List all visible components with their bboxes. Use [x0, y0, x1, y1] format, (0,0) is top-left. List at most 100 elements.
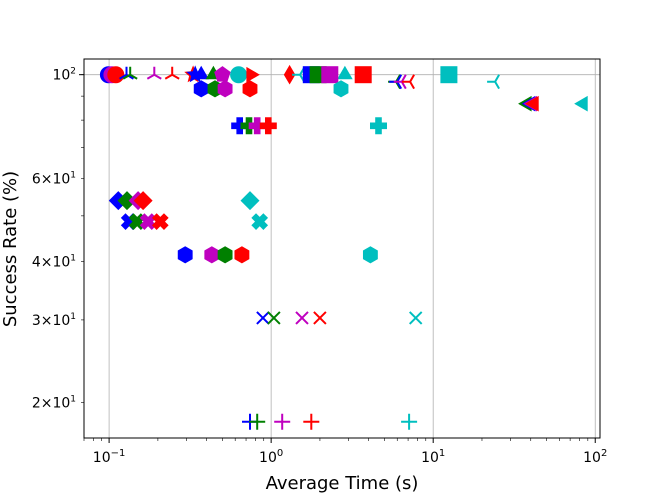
square-marker — [354, 66, 372, 84]
pentagon-marker — [214, 66, 231, 82]
data-point-+ — [401, 413, 418, 430]
data-point-2 — [146, 66, 162, 80]
data-point-^ — [193, 65, 209, 80]
plus-marker — [274, 413, 291, 430]
data-point-s — [354, 66, 372, 84]
data-point-+ — [249, 413, 266, 430]
triangle-up-marker — [337, 65, 353, 80]
data-point-h — [362, 246, 378, 264]
data-point-3 — [393, 74, 407, 90]
data-point-< — [525, 95, 539, 112]
tri-up-marker — [122, 66, 138, 80]
data-point-< — [574, 95, 588, 112]
data-point-P — [259, 117, 277, 135]
data-point-p — [214, 66, 231, 82]
triangle-right-marker — [246, 66, 260, 83]
ticks: 10−1 100 101 102 102 6×101 4×101 3×101 2×101 — [32, 67, 608, 466]
data-point-2 — [164, 66, 180, 80]
data-point-X — [139, 213, 157, 230]
tri-left-marker — [393, 74, 407, 90]
hexagon-marker — [217, 80, 233, 98]
hexagon-marker — [234, 246, 250, 264]
data-point-x — [313, 311, 327, 325]
data-point-x — [408, 311, 423, 325]
data-point-h — [204, 246, 220, 264]
data-point-+ — [303, 413, 320, 430]
data-point-h — [234, 246, 250, 264]
hexagon-marker — [333, 80, 349, 98]
data-point-> — [246, 66, 260, 83]
y-tick-label: 2×101 — [32, 394, 76, 411]
plus-filled-marker — [370, 117, 387, 135]
plus-marker — [249, 413, 266, 430]
data-point-D — [240, 191, 260, 211]
hexagon-marker — [362, 246, 378, 264]
data-point-D — [133, 191, 153, 211]
plus-marker — [401, 413, 418, 430]
tri-left-marker — [402, 74, 415, 90]
tri-up-marker — [164, 66, 180, 80]
data-point-h — [333, 80, 349, 98]
data-point-h — [193, 80, 209, 98]
hexagon-marker — [177, 246, 193, 264]
data-point-+ — [274, 413, 291, 430]
hexagon-marker — [193, 80, 209, 98]
x-tick-label: 100 — [259, 448, 283, 466]
hexagon-marker — [204, 246, 220, 264]
x-marker — [313, 311, 327, 325]
diamond-marker — [240, 191, 260, 211]
data-point-P — [370, 117, 387, 135]
data-point-D — [117, 191, 137, 211]
x-marker — [256, 311, 270, 325]
x-marker — [408, 311, 423, 325]
x-marker — [295, 311, 309, 325]
triangle-left-marker — [525, 95, 539, 112]
x-tick-label: 102 — [583, 448, 607, 466]
data-point-3 — [487, 74, 500, 90]
x-tick-label: 101 — [421, 448, 445, 466]
x-filled-marker — [251, 213, 269, 230]
data-point-h — [217, 80, 233, 98]
square-marker — [440, 66, 458, 84]
plus-filled-marker — [259, 117, 277, 135]
x-axis-label: Average Time (s) — [266, 473, 419, 493]
data-points — [99, 64, 588, 430]
thin-diamond-marker — [283, 64, 296, 85]
x-tick-label: 10−1 — [93, 448, 126, 466]
circle-marker — [107, 66, 125, 84]
x-filled-marker — [151, 213, 169, 230]
triangle-up-marker — [193, 65, 209, 80]
plot-background — [84, 59, 600, 438]
data-point-^ — [337, 65, 353, 80]
circle-marker — [230, 66, 248, 84]
data-point-X — [151, 213, 169, 230]
data-point-s — [440, 66, 458, 84]
plot-frame — [83, 58, 601, 439]
data-point-X — [251, 213, 269, 230]
data-point-s — [321, 66, 339, 84]
x-filled-marker — [139, 213, 157, 230]
data-point-3 — [402, 74, 415, 90]
y-tick-label: 102 — [52, 67, 76, 84]
data-point-h — [177, 246, 193, 264]
diamond-marker — [117, 191, 137, 211]
tri-left-marker — [487, 74, 500, 90]
triangle-left-marker — [574, 95, 588, 112]
y-tick-label: 4×101 — [32, 253, 76, 270]
data-point-o — [230, 66, 248, 84]
x-marker — [267, 311, 281, 325]
data-point-h — [217, 246, 233, 264]
y-tick-label: 3×101 — [32, 312, 76, 329]
data-point-x — [295, 311, 309, 325]
data-point-d — [283, 64, 296, 85]
hexagon-marker — [242, 80, 258, 98]
y-axis-label: Success Rate (%) — [0, 171, 21, 327]
square-marker — [321, 66, 339, 84]
y-tick-label: 6×101 — [32, 171, 76, 188]
data-point-h — [242, 80, 258, 98]
hexagon-marker — [217, 246, 233, 264]
data-point-o — [107, 66, 125, 84]
diamond-marker — [133, 191, 153, 211]
data-point-x — [267, 311, 281, 325]
